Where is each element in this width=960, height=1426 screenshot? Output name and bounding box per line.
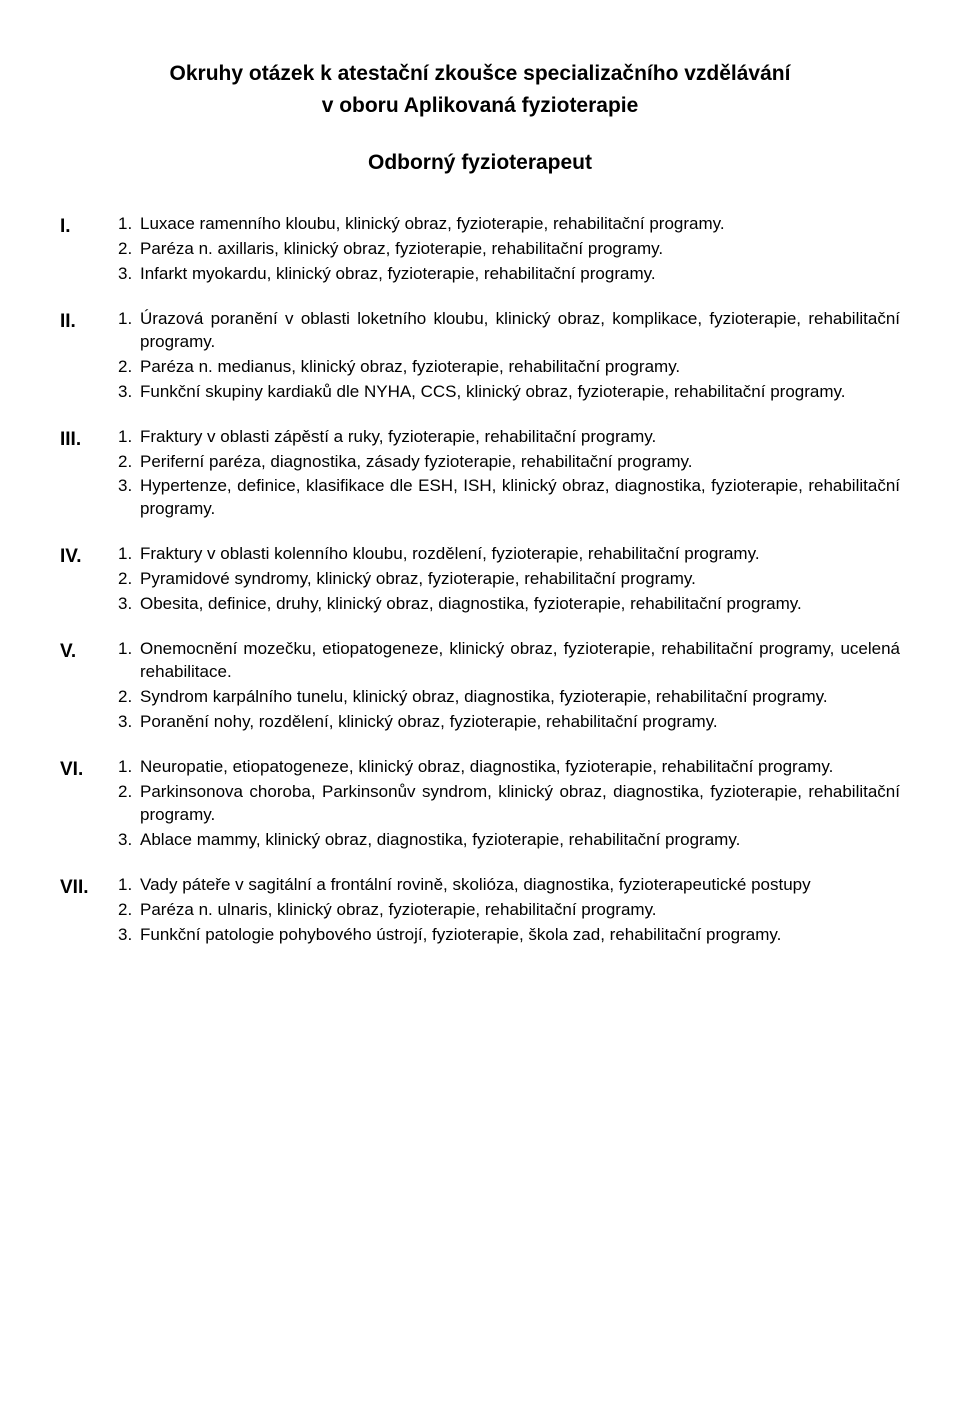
page-title-line1: Okruhy otázek k atestační zkoušce specia… bbox=[60, 60, 900, 88]
section: VI.1.Neuropatie, etiopatogeneze, klinick… bbox=[60, 756, 900, 854]
section-items: 1.Fraktury v oblasti kolenního kloubu, r… bbox=[118, 543, 900, 618]
list-item-number: 2. bbox=[118, 899, 140, 922]
list-item-number: 1. bbox=[118, 308, 140, 354]
list-item: 3.Hypertenze, definice, klasifikace dle … bbox=[118, 475, 900, 521]
section-items: 1.Onemocnění mozečku, etiopatogeneze, kl… bbox=[118, 638, 900, 736]
list-item-text: Ablace mammy, klinický obraz, diagnostik… bbox=[140, 829, 900, 852]
section-roman: II. bbox=[60, 308, 118, 406]
list-item-number: 3. bbox=[118, 829, 140, 852]
section-roman: III. bbox=[60, 426, 118, 524]
list-item-text: Pyramidové syndromy, klinický obraz, fyz… bbox=[140, 568, 900, 591]
list-item-text: Neuropatie, etiopatogeneze, klinický obr… bbox=[140, 756, 900, 779]
list-item-number: 1. bbox=[118, 213, 140, 236]
section-roman: I. bbox=[60, 213, 118, 288]
list-item-number: 3. bbox=[118, 924, 140, 947]
list-item-text: Luxace ramenního kloubu, klinický obraz,… bbox=[140, 213, 900, 236]
section-roman: V. bbox=[60, 638, 118, 736]
list-item-number: 1. bbox=[118, 543, 140, 566]
list-item: 2.Periferní paréza, diagnostika, zásady … bbox=[118, 451, 900, 474]
section-roman: VI. bbox=[60, 756, 118, 854]
list-item-text: Funkční patologie pohybového ústrojí, fy… bbox=[140, 924, 900, 947]
list-item: 1.Luxace ramenního kloubu, klinický obra… bbox=[118, 213, 900, 236]
list-item-text: Vady páteře v sagitální a frontální rovi… bbox=[140, 874, 900, 897]
list-item-number: 2. bbox=[118, 238, 140, 261]
list-item: 2.Paréza n. ulnaris, klinický obraz, fyz… bbox=[118, 899, 900, 922]
list-item-text: Parkinsonova choroba, Parkinsonův syndro… bbox=[140, 781, 900, 827]
list-item: 3.Funkční skupiny kardiaků dle NYHA, CCS… bbox=[118, 381, 900, 404]
section-items: 1.Fraktury v oblasti zápěstí a ruky, fyz… bbox=[118, 426, 900, 524]
list-item-text: Fraktury v oblasti zápěstí a ruky, fyzio… bbox=[140, 426, 900, 449]
list-item: 1.Fraktury v oblasti zápěstí a ruky, fyz… bbox=[118, 426, 900, 449]
list-item-number: 3. bbox=[118, 711, 140, 734]
section: I.1.Luxace ramenního kloubu, klinický ob… bbox=[60, 213, 900, 288]
list-item-text: Funkční skupiny kardiaků dle NYHA, CCS, … bbox=[140, 381, 900, 404]
list-item-text: Obesita, definice, druhy, klinický obraz… bbox=[140, 593, 900, 616]
list-item-number: 2. bbox=[118, 451, 140, 474]
list-item-number: 3. bbox=[118, 475, 140, 521]
section-items: 1.Úrazová poranění v oblasti loketního k… bbox=[118, 308, 900, 406]
list-item-number: 2. bbox=[118, 686, 140, 709]
page-subtitle: Odborný fyzioterapeut bbox=[60, 149, 900, 177]
list-item-text: Paréza n. medianus, klinický obraz, fyzi… bbox=[140, 356, 900, 379]
list-item-number: 1. bbox=[118, 426, 140, 449]
list-item-number: 1. bbox=[118, 874, 140, 897]
section-items: 1.Luxace ramenního kloubu, klinický obra… bbox=[118, 213, 900, 288]
section: IV.1.Fraktury v oblasti kolenního kloubu… bbox=[60, 543, 900, 618]
list-item: 3.Poranění nohy, rozdělení, klinický obr… bbox=[118, 711, 900, 734]
list-item-text: Hypertenze, definice, klasifikace dle ES… bbox=[140, 475, 900, 521]
list-item: 2.Parkinsonova choroba, Parkinsonův synd… bbox=[118, 781, 900, 827]
section: III.1.Fraktury v oblasti zápěstí a ruky,… bbox=[60, 426, 900, 524]
list-item: 2.Paréza n. medianus, klinický obraz, fy… bbox=[118, 356, 900, 379]
list-item-number: 2. bbox=[118, 781, 140, 827]
list-item: 1.Onemocnění mozečku, etiopatogeneze, kl… bbox=[118, 638, 900, 684]
list-item-number: 3. bbox=[118, 593, 140, 616]
list-item-text: Syndrom karpálního tunelu, klinický obra… bbox=[140, 686, 900, 709]
section: II.1.Úrazová poranění v oblasti loketníh… bbox=[60, 308, 900, 406]
section-items: 1.Vady páteře v sagitální a frontální ro… bbox=[118, 874, 900, 949]
list-item-number: 1. bbox=[118, 638, 140, 684]
list-item: 3.Funkční patologie pohybového ústrojí, … bbox=[118, 924, 900, 947]
list-item: 3.Ablace mammy, klinický obraz, diagnost… bbox=[118, 829, 900, 852]
list-item-text: Onemocnění mozečku, etiopatogeneze, klin… bbox=[140, 638, 900, 684]
list-item: 2.Paréza n. axillaris, klinický obraz, f… bbox=[118, 238, 900, 261]
list-item: 1.Úrazová poranění v oblasti loketního k… bbox=[118, 308, 900, 354]
section: VII.1.Vady páteře v sagitální a frontáln… bbox=[60, 874, 900, 949]
list-item-number: 3. bbox=[118, 381, 140, 404]
list-item: 3.Obesita, definice, druhy, klinický obr… bbox=[118, 593, 900, 616]
list-item-text: Fraktury v oblasti kolenního kloubu, roz… bbox=[140, 543, 900, 566]
section-roman: IV. bbox=[60, 543, 118, 618]
list-item: 3.Infarkt myokardu, klinický obraz, fyzi… bbox=[118, 263, 900, 286]
page-title-line2: v oboru Aplikovaná fyzioterapie bbox=[60, 92, 900, 120]
list-item-text: Poranění nohy, rozdělení, klinický obraz… bbox=[140, 711, 900, 734]
list-item: 2.Pyramidové syndromy, klinický obraz, f… bbox=[118, 568, 900, 591]
list-item: 1.Vady páteře v sagitální a frontální ro… bbox=[118, 874, 900, 897]
section-items: 1.Neuropatie, etiopatogeneze, klinický o… bbox=[118, 756, 900, 854]
list-item-number: 2. bbox=[118, 568, 140, 591]
list-item-text: Infarkt myokardu, klinický obraz, fyziot… bbox=[140, 263, 900, 286]
list-item-text: Paréza n. axillaris, klinický obraz, fyz… bbox=[140, 238, 900, 261]
list-item-number: 3. bbox=[118, 263, 140, 286]
list-item: 1.Neuropatie, etiopatogeneze, klinický o… bbox=[118, 756, 900, 779]
list-item-text: Periferní paréza, diagnostika, zásady fy… bbox=[140, 451, 900, 474]
list-item: 2.Syndrom karpálního tunelu, klinický ob… bbox=[118, 686, 900, 709]
sections-container: I.1.Luxace ramenního kloubu, klinický ob… bbox=[60, 213, 900, 948]
section-roman: VII. bbox=[60, 874, 118, 949]
list-item-text: Úrazová poranění v oblasti loketního klo… bbox=[140, 308, 900, 354]
list-item-number: 2. bbox=[118, 356, 140, 379]
section: V.1.Onemocnění mozečku, etiopatogeneze, … bbox=[60, 638, 900, 736]
list-item: 1.Fraktury v oblasti kolenního kloubu, r… bbox=[118, 543, 900, 566]
list-item-number: 1. bbox=[118, 756, 140, 779]
list-item-text: Paréza n. ulnaris, klinický obraz, fyzio… bbox=[140, 899, 900, 922]
